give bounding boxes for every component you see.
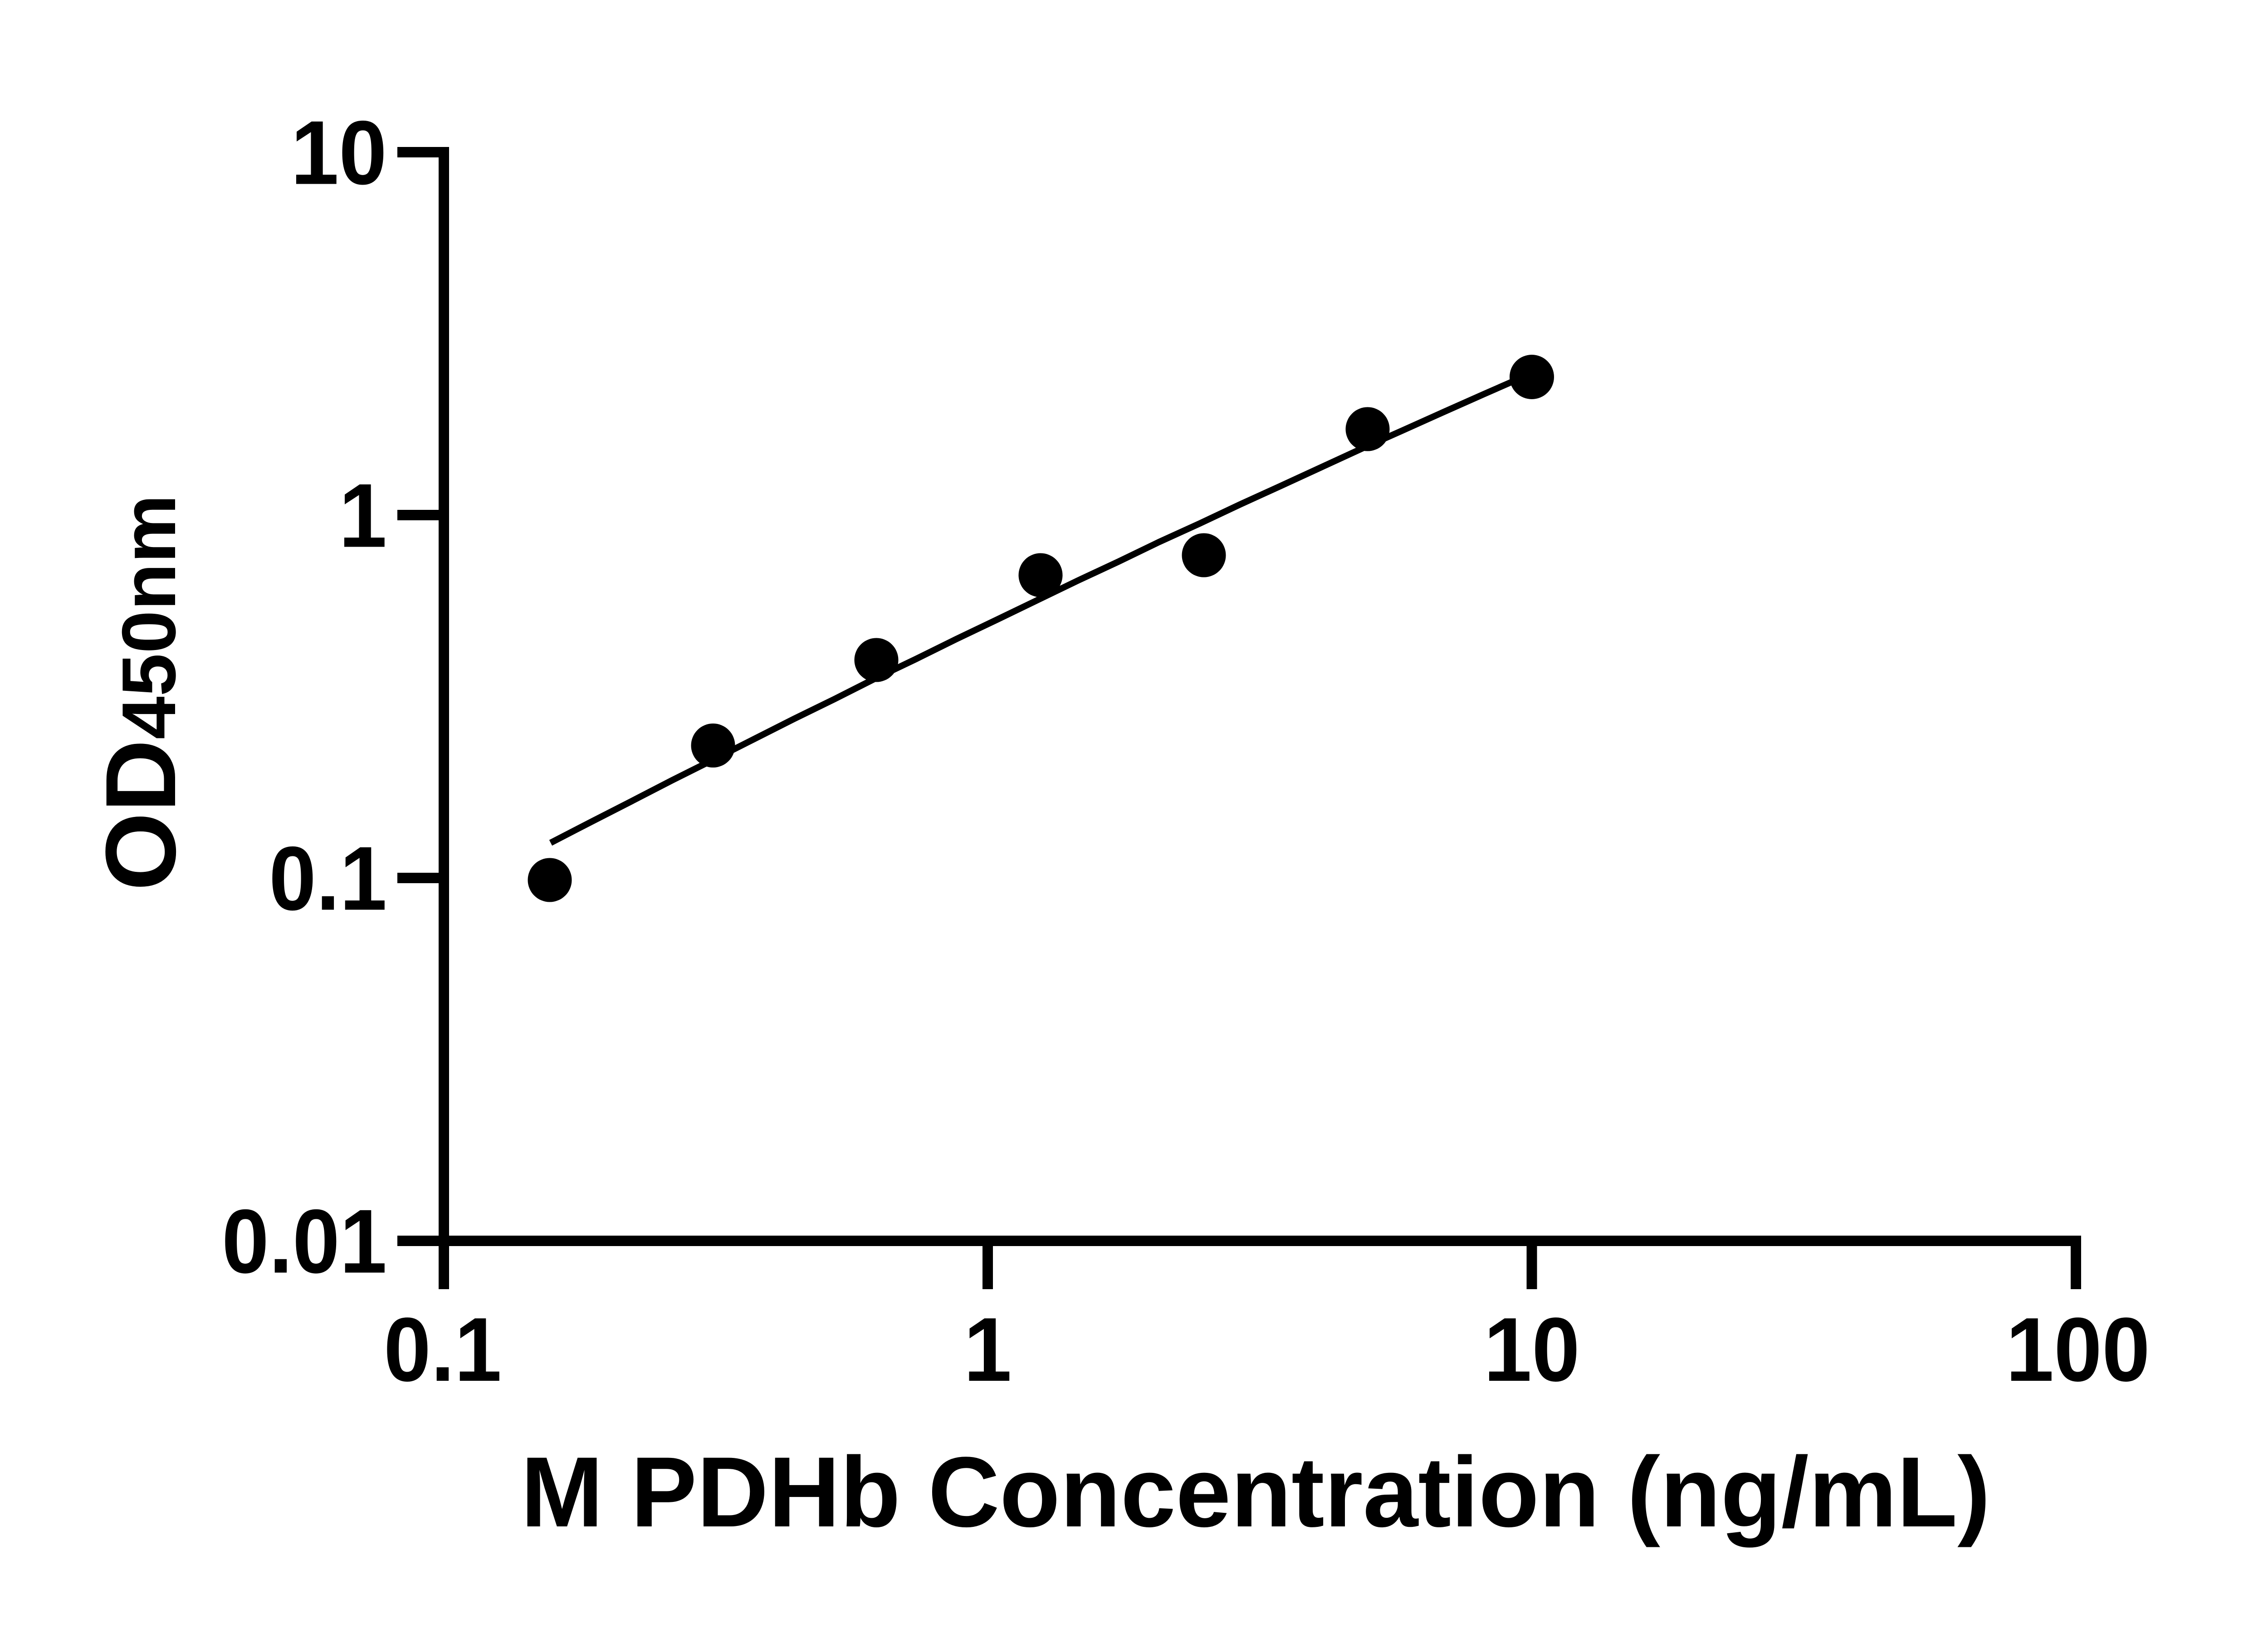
svg-text:OD: OD	[85, 739, 196, 891]
svg-text:0.01: 0.01	[222, 1191, 387, 1292]
svg-text:100: 100	[2006, 1299, 2150, 1400]
svg-text:1: 1	[964, 1299, 1012, 1400]
svg-text:1: 1	[339, 465, 387, 567]
svg-text:10: 10	[1484, 1299, 1580, 1400]
svg-text:450nm: 450nm	[106, 494, 191, 739]
svg-text:10: 10	[291, 103, 387, 204]
svg-text:0.1: 0.1	[384, 1299, 502, 1400]
svg-text:M PDHb Concentration (ng/mL): M PDHb Concentration (ng/mL)	[521, 1436, 1990, 1548]
svg-text:0.1: 0.1	[269, 828, 387, 929]
